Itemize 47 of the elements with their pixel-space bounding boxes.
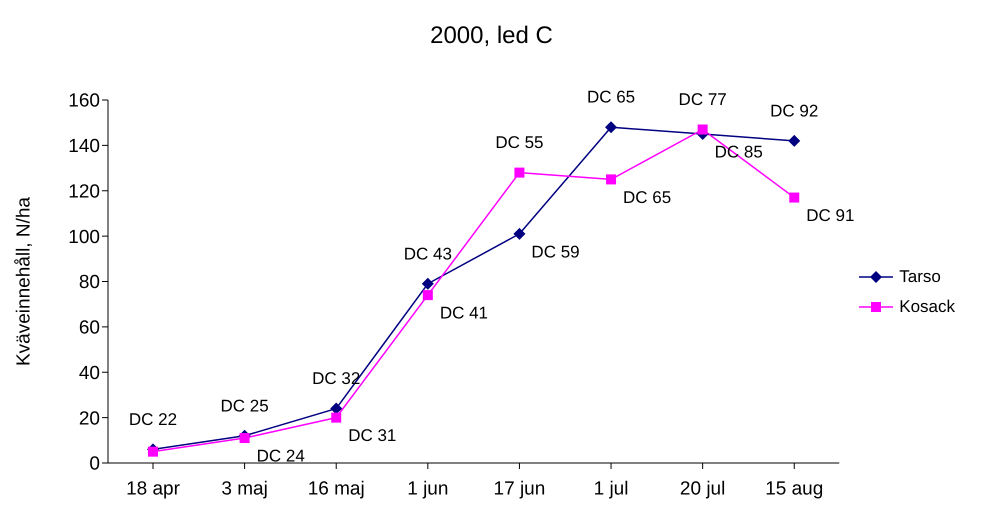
point [513, 228, 526, 240]
point [514, 168, 524, 178]
y-tick-label: 120 [68, 181, 100, 202]
y-axis-title: Kväveinnehåll, N/ha [14, 196, 35, 366]
annotation: DC 43 [404, 244, 452, 264]
point [422, 278, 434, 290]
x-tick-label: 1 jun [407, 478, 448, 500]
chart-title: 2000, led C [429, 21, 554, 51]
point [331, 412, 342, 423]
x-tick-label: 1 jul [594, 478, 628, 500]
point [148, 446, 158, 457]
point [240, 433, 250, 444]
annotation: DC 22 [128, 410, 178, 429]
x-tick-label: 16 maj [308, 478, 365, 500]
annotation: DC 25 [220, 396, 269, 416]
y-tick-label: 20 [78, 408, 100, 430]
y-tick-label: 60 [78, 318, 100, 339]
annotation: DC 91 [806, 206, 854, 226]
y-tick-label: 140 [68, 136, 100, 158]
legend-label: Kosack [899, 296, 955, 316]
x-tick-label: 20 jul [680, 478, 726, 500]
y-tick-label: 40 [78, 362, 100, 384]
legend-label: Tarso [899, 266, 941, 286]
point [789, 192, 800, 203]
y-tick-label: 80 [78, 272, 100, 294]
annotation: DC 92 [770, 101, 818, 120]
point [606, 174, 616, 184]
annotation: DC 41 [440, 304, 488, 323]
point [788, 134, 800, 147]
point [698, 124, 708, 134]
annotation: DC 24 [256, 446, 305, 466]
annotation: DC 65 [623, 188, 672, 207]
annotation: DC 65 [586, 88, 636, 107]
y-tick-label: 160 [68, 90, 100, 112]
x-tick-label: 3 maj [221, 478, 268, 500]
annotation: DC 77 [678, 90, 727, 109]
annotation: DC 59 [531, 242, 580, 262]
y-tick-label: 100 [68, 226, 100, 248]
annotation: DC 31 [348, 426, 396, 446]
point [422, 290, 433, 300]
x-tick-label: 17 jun [494, 478, 546, 500]
annotation: DC 32 [312, 369, 360, 388]
x-tick-label: 18 apr [126, 478, 181, 500]
point [605, 121, 618, 134]
y-tick-label: 0 [89, 454, 100, 475]
annotation: DC 55 [495, 133, 544, 152]
x-tick-label: 15 aug [765, 478, 824, 500]
